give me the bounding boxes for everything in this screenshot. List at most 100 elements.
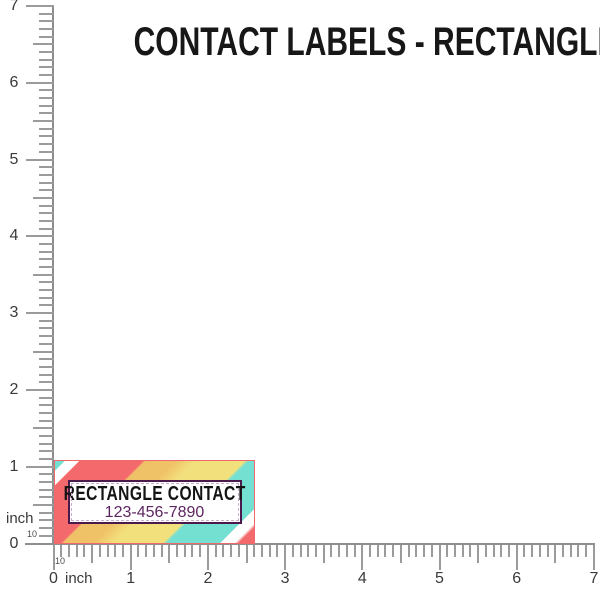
ruler-tick [38, 204, 54, 207]
ruler-tick [25, 81, 54, 84]
ruler-tick [32, 504, 54, 507]
ruler-tick [369, 545, 372, 557]
ruler-tick [38, 281, 54, 284]
ruler-tick [32, 350, 54, 353]
ruler-tick [38, 488, 54, 491]
horizontal-unit-label: inch [65, 570, 93, 587]
ruler-tick [25, 312, 54, 315]
ruler-tick [523, 545, 526, 557]
ruler-number: 1 [126, 570, 136, 587]
ruler-tick [38, 258, 54, 261]
ruler-tick [38, 381, 54, 384]
ruler-tick [230, 545, 233, 557]
ruler-tick [415, 545, 418, 557]
ruler-tick [268, 545, 271, 557]
ruler-tick [60, 545, 63, 557]
sticker-name-text: RECTANGLE CONTACT [63, 482, 246, 505]
ruler-tick [307, 545, 310, 557]
ruler-tick [361, 545, 364, 570]
ruler-tick [38, 473, 54, 476]
ruler-tick [38, 150, 54, 153]
ruler-tick [32, 120, 54, 123]
ruler-tick [199, 545, 202, 557]
ruler-tick [253, 545, 256, 557]
ruler-number: 0 [9, 534, 19, 552]
ruler-tick [25, 4, 54, 7]
ruler-tick [160, 545, 163, 557]
ruler-tick [106, 545, 109, 557]
ruler-tick [38, 143, 54, 146]
ruler-tick [38, 181, 54, 184]
ruler-tick [314, 545, 317, 557]
sticker-text-box: RECTANGLE CONTACT 123-456-7890 [64, 480, 245, 524]
title-wrap: CONTACT LABELS - RECTANGLE [53, 20, 600, 65]
ruler-tick [75, 545, 78, 557]
ruler-number: 6 [9, 73, 19, 91]
ruler-tick [507, 545, 510, 557]
ruler-tick [137, 545, 140, 557]
ruler-tick [453, 545, 456, 557]
ruler-tick [38, 289, 54, 292]
ruler-tick [531, 545, 534, 557]
ruler-number: 0 [49, 570, 58, 587]
ruler-tick [38, 58, 54, 61]
ruler-tick [515, 545, 518, 570]
ruler-tick [38, 27, 54, 30]
ruler-number: 2 [9, 380, 19, 398]
ruler-tick [291, 545, 294, 557]
ruler-tick [32, 43, 54, 46]
ruler-tick [345, 545, 348, 557]
ruler-tick [276, 545, 279, 557]
ruler-tick [38, 250, 54, 253]
ruler-tick [129, 545, 132, 570]
ruler-tick [38, 304, 54, 307]
ruler-tick [121, 545, 124, 557]
ruler-tick [322, 545, 325, 563]
ruler-tick [38, 266, 54, 269]
ruler-tick [38, 396, 54, 399]
ruler-tick [38, 89, 54, 92]
ruler-tick [38, 112, 54, 115]
ruler-tick [38, 66, 54, 69]
ruler-tick [38, 35, 54, 38]
ruler-tick [32, 427, 54, 430]
ruler-tick [168, 545, 171, 563]
ruler-tick [592, 545, 595, 570]
ruler-tick [83, 545, 86, 557]
ruler-tick [176, 545, 179, 557]
ruler-tick [569, 545, 572, 557]
ruler-tick [32, 273, 54, 276]
ruler-tick [38, 335, 54, 338]
ruler-tick [284, 545, 287, 570]
ruler-tick [52, 545, 55, 570]
ruler-tick [538, 545, 541, 557]
ruler-tick [245, 545, 248, 563]
ruler-tick [25, 465, 54, 468]
ruler-number: 7 [589, 570, 599, 587]
vertical-subdivision-label: 10 [27, 529, 38, 539]
ruler-tick [38, 327, 54, 330]
ruler-tick [191, 545, 194, 557]
ruler-tick [206, 545, 209, 570]
ruler-tick [38, 74, 54, 77]
ruler-tick [25, 388, 54, 391]
ruler-tick [299, 545, 302, 557]
ruler-tick [38, 242, 54, 245]
ruler-tick [585, 545, 588, 557]
ruler-number: 5 [435, 570, 444, 587]
ruler-tick [469, 545, 472, 557]
ruler-tick [38, 50, 54, 53]
ruler-tick [546, 545, 549, 557]
ruler-tick [98, 545, 101, 557]
ruler-tick [461, 545, 464, 557]
ruler-tick [38, 450, 54, 453]
ruler-tick [222, 545, 225, 557]
ruler-tick [38, 189, 54, 192]
ruler-number: 2 [203, 570, 213, 587]
ruler-tick [492, 545, 495, 557]
ruler-number: 4 [357, 570, 367, 587]
ruler-tick [114, 545, 117, 557]
ruler-tick [392, 545, 395, 557]
ruler-tick [38, 534, 54, 537]
